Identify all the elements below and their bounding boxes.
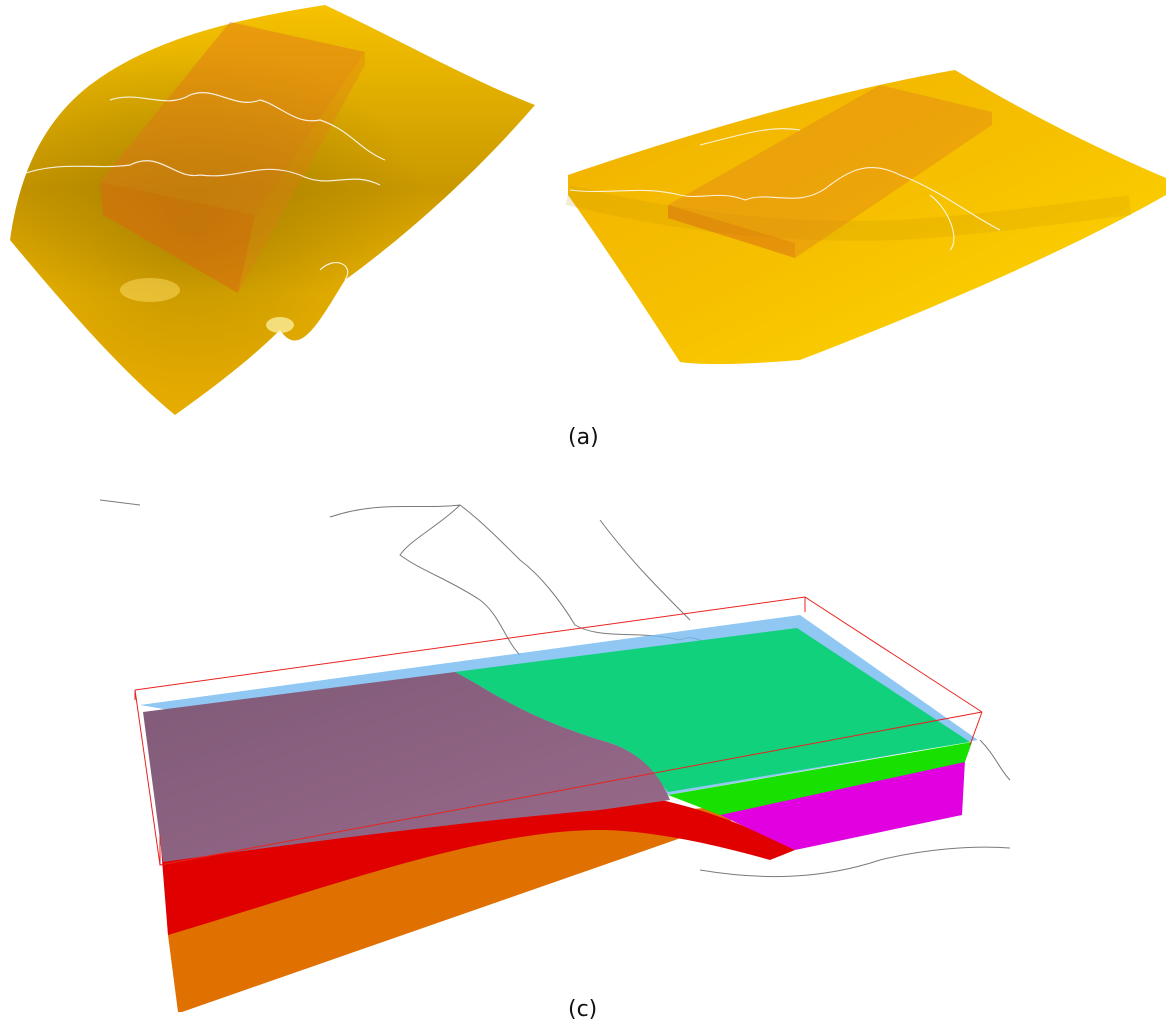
caption-a: (a) bbox=[568, 425, 599, 450]
curved-surface-right bbox=[568, 70, 1166, 365]
selection-box-side bbox=[238, 52, 365, 293]
wireframe-box bbox=[134, 596, 983, 866]
caption-c: (c) bbox=[568, 997, 598, 1022]
panel-a-right bbox=[565, 70, 1166, 365]
layer-green bbox=[455, 628, 970, 792]
selection-box-side-right bbox=[795, 112, 992, 258]
selection-box-top bbox=[100, 22, 365, 215]
panel-c bbox=[99, 499, 1011, 1012]
coastline-left bbox=[19, 92, 386, 281]
selection-box-top-right bbox=[668, 85, 992, 243]
layer-magenta bbox=[720, 760, 965, 850]
coastline-right bbox=[569, 128, 1001, 251]
panel-a-left bbox=[10, 5, 535, 415]
layer-purple bbox=[143, 672, 670, 862]
layer-bright-green bbox=[668, 742, 972, 815]
selection-box-front bbox=[100, 182, 255, 293]
selection-box-front-right bbox=[668, 205, 795, 258]
coastline-c bbox=[99, 499, 1011, 878]
